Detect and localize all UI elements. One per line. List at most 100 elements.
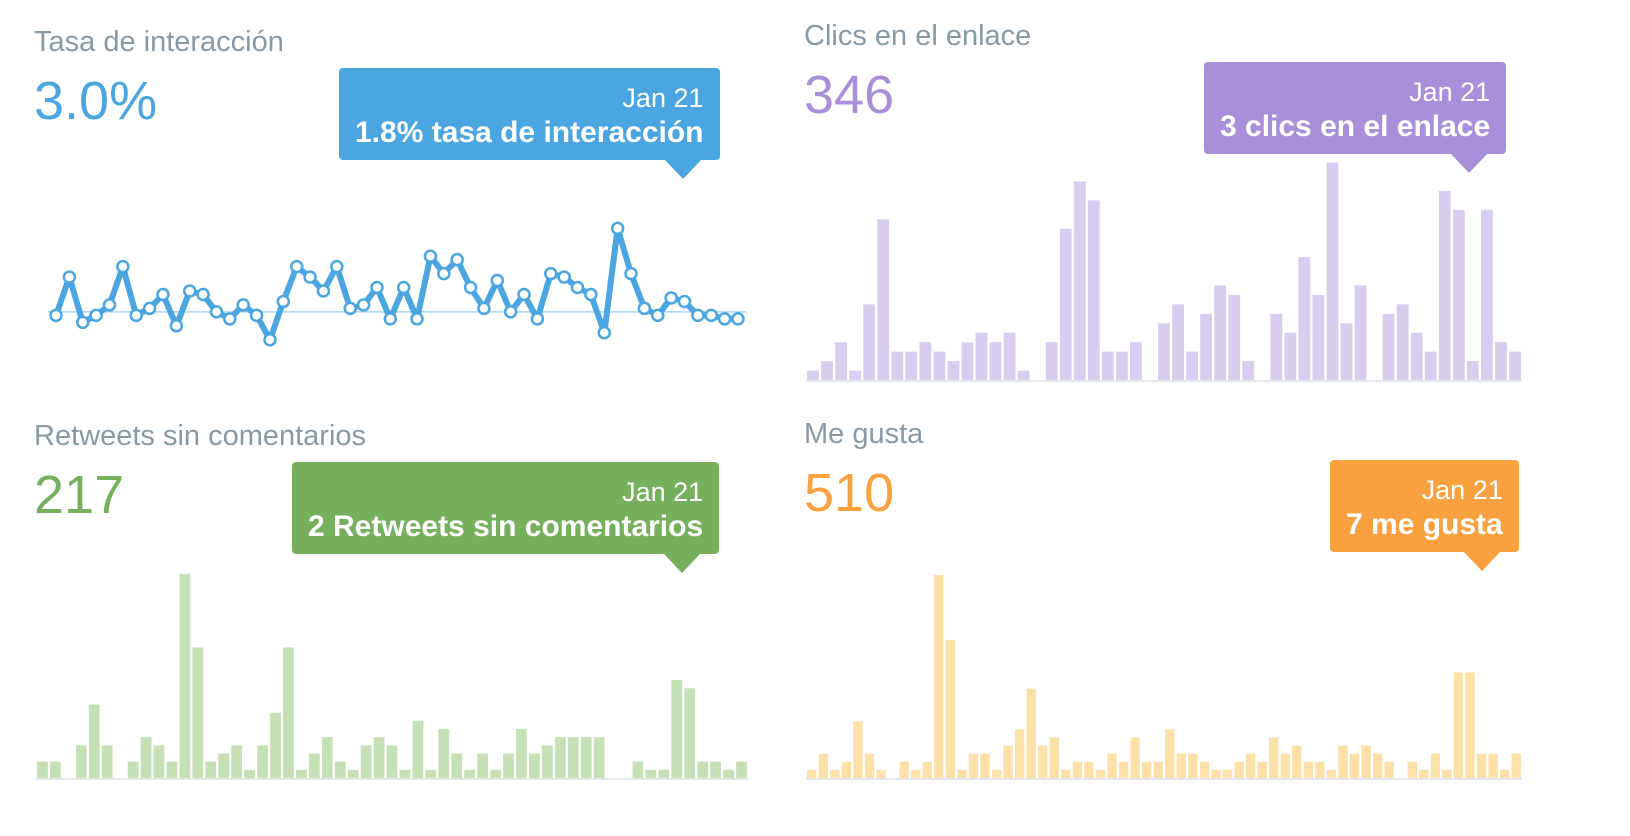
bar <box>1158 323 1170 380</box>
bar <box>1222 769 1233 778</box>
bar <box>863 304 876 380</box>
data-point <box>544 266 558 281</box>
bar <box>373 737 385 778</box>
bar <box>899 761 909 778</box>
bar <box>697 761 709 778</box>
bar <box>947 361 960 380</box>
bar <box>975 332 988 380</box>
panel-title: Clics en el enlace <box>804 20 1032 52</box>
bar <box>1382 313 1395 380</box>
bar <box>593 737 605 778</box>
bar <box>1061 769 1071 778</box>
bar <box>1438 190 1451 380</box>
bar <box>1410 332 1423 380</box>
data-point <box>316 284 331 298</box>
bar <box>283 647 294 778</box>
bar <box>1026 688 1036 778</box>
bar <box>296 769 307 778</box>
data-point <box>223 312 237 326</box>
bar <box>516 729 527 778</box>
bar <box>957 769 967 778</box>
bar <box>1407 761 1417 778</box>
bar <box>1303 761 1314 778</box>
data-point <box>343 301 357 316</box>
bar <box>1165 729 1175 778</box>
bar <box>101 745 113 778</box>
bar <box>991 769 1002 778</box>
panel-retweets: Retweets sin comentarios 217 Jan 21 2 Re… <box>34 420 814 830</box>
bar <box>580 737 592 778</box>
bar <box>179 574 191 778</box>
bar <box>192 647 204 778</box>
bar <box>835 342 848 380</box>
bar <box>1326 769 1337 778</box>
series-line <box>53 225 741 343</box>
bar-chart <box>36 574 748 780</box>
tooltip-text: 7 me gusta <box>1346 508 1503 541</box>
bar <box>989 342 1002 380</box>
bar <box>451 753 463 778</box>
bar <box>853 721 863 778</box>
bar <box>821 361 833 380</box>
data-point <box>249 308 264 323</box>
data-point <box>236 298 250 312</box>
data-point <box>423 249 438 263</box>
bar <box>632 761 644 778</box>
bar <box>1500 769 1510 778</box>
bar <box>684 688 696 778</box>
bar <box>205 761 217 778</box>
bar <box>1424 351 1437 380</box>
bar <box>849 370 862 380</box>
bar <box>1242 361 1255 380</box>
panel-title: Retweets sin comentarios <box>34 420 367 452</box>
bar <box>807 769 817 778</box>
data-point <box>437 266 451 281</box>
tooltip-text: 2 Retweets sin comentarios <box>308 510 704 543</box>
data-point <box>169 319 184 333</box>
bar <box>1280 753 1290 778</box>
bar <box>347 769 359 778</box>
bar <box>412 720 424 778</box>
data-point <box>102 298 117 312</box>
data-point <box>129 308 143 323</box>
bar <box>464 769 476 778</box>
bar <box>1014 729 1025 778</box>
data-point <box>677 294 692 309</box>
data-point <box>651 308 665 323</box>
bar <box>140 737 152 778</box>
bar <box>968 753 979 778</box>
bar <box>1269 737 1279 778</box>
data-point <box>463 280 478 295</box>
data-point <box>517 287 531 302</box>
bar <box>1509 351 1521 380</box>
bar <box>127 761 139 778</box>
bar <box>658 769 670 778</box>
data-point <box>704 308 719 323</box>
tooltip-pointer <box>663 159 702 179</box>
chart-tooltip: Jan 21 7 me gusta <box>1330 460 1519 571</box>
bar <box>477 753 488 778</box>
bar <box>818 753 828 778</box>
data-point <box>597 326 612 340</box>
bar <box>37 761 48 778</box>
bar <box>257 745 268 778</box>
data-point <box>717 312 732 326</box>
bar <box>877 219 890 380</box>
bar <box>1130 342 1142 380</box>
bar <box>529 753 540 778</box>
bar <box>736 761 747 778</box>
data-point <box>383 312 398 326</box>
bar <box>864 753 875 778</box>
data-point <box>356 298 371 312</box>
bar <box>166 761 178 778</box>
bar <box>980 753 990 778</box>
bar <box>1312 294 1325 380</box>
bar <box>1419 769 1429 778</box>
bar <box>945 639 956 778</box>
bar <box>1101 351 1114 380</box>
bar <box>1176 753 1186 778</box>
bar <box>1038 745 1048 778</box>
bar-chart <box>806 162 1522 382</box>
bar <box>1442 769 1452 778</box>
bar <box>503 753 514 778</box>
